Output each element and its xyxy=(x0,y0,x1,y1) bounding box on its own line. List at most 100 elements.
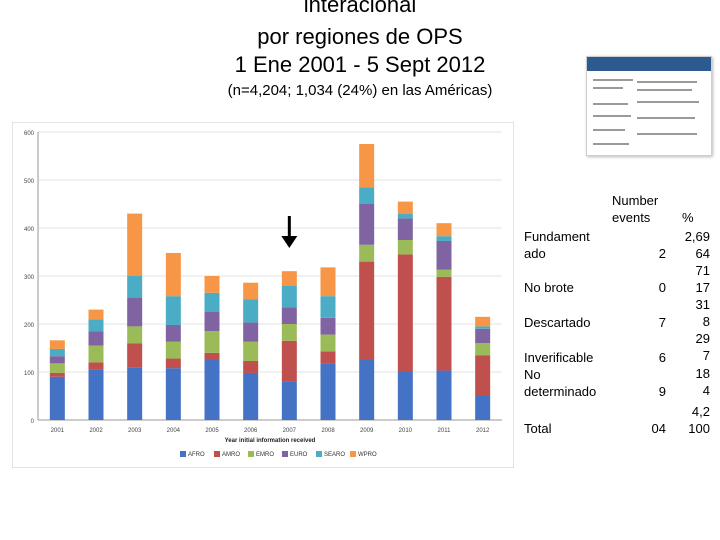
bar-segment xyxy=(397,213,413,219)
bar-segment xyxy=(281,271,297,286)
bar-segment xyxy=(243,299,259,323)
x-tick-label: 2012 xyxy=(476,428,490,434)
x-tick-label: 2011 xyxy=(438,428,452,434)
x-tick-label: 2009 xyxy=(360,428,374,434)
title-line-1: interacional xyxy=(303,0,417,17)
thumbnail-line xyxy=(637,89,692,91)
x-tick-label: 2002 xyxy=(89,428,103,434)
row-percent: 29 xyxy=(695,331,710,346)
bar-segment xyxy=(165,368,181,420)
bar-segment xyxy=(436,269,452,277)
bar-segment xyxy=(127,213,143,276)
row-count: 0 xyxy=(658,280,666,295)
bar-segment xyxy=(320,334,336,352)
bar-segment xyxy=(436,240,452,270)
legend-label: EURO xyxy=(290,452,308,458)
row-label: Fundament xyxy=(524,229,590,244)
row-percent: 4,2 xyxy=(691,404,710,419)
row-percent: 71 xyxy=(695,263,710,278)
row-label: determinado xyxy=(524,384,597,399)
legend-swatch xyxy=(248,451,254,457)
bar-segment xyxy=(397,218,413,240)
bar-segment xyxy=(436,276,452,371)
bar-segment xyxy=(204,331,220,353)
y-tick-label: 600 xyxy=(24,131,35,137)
bar-segment xyxy=(320,363,336,420)
y-tick-label: 100 xyxy=(24,371,35,377)
bar-segment xyxy=(165,324,181,342)
bar-segment xyxy=(243,360,259,373)
bar-segment xyxy=(204,360,220,420)
subtitle: (n=4,204; 1,034 (24%) en las Américas) xyxy=(227,82,493,99)
thumbnail-line xyxy=(593,87,623,89)
x-tick-label: 2003 xyxy=(128,428,142,434)
bar-segment xyxy=(204,292,220,312)
bar-segment xyxy=(359,261,375,360)
legend-swatch xyxy=(316,451,322,457)
bar-segment xyxy=(88,331,104,346)
y-tick-label: 200 xyxy=(24,323,35,329)
legend-label: WPRO xyxy=(358,452,377,458)
bar-segment xyxy=(359,187,375,204)
y-tick-label: 0 xyxy=(31,419,35,425)
bar-segment xyxy=(281,307,297,324)
stacked-bar-chart: 0 100 200 300 400 500 600 2001 2002 2003 2004 2005 2… xyxy=(12,122,514,468)
x-tick-label: 2010 xyxy=(399,428,413,434)
table-header-percent: % xyxy=(682,210,694,225)
thumbnail-line xyxy=(637,117,695,119)
table-header-number: Number xyxy=(612,193,659,208)
thumbnail-line xyxy=(593,79,633,81)
thumbnail-line xyxy=(593,103,628,105)
bar-segment xyxy=(436,236,452,241)
row-label: Descartado xyxy=(524,315,591,330)
bar-segment xyxy=(88,345,104,363)
bar-segment xyxy=(88,309,104,320)
thumbnail-line xyxy=(637,81,697,83)
legend-swatch xyxy=(214,451,220,457)
legend-swatch xyxy=(350,451,356,457)
bar-segment xyxy=(88,362,104,370)
bar-segment xyxy=(397,240,413,255)
thumbnail-line xyxy=(593,143,629,145)
y-tick-label: 400 xyxy=(24,227,35,233)
row-count: 2 xyxy=(658,246,666,261)
bar-segment xyxy=(165,296,181,325)
bar-segment xyxy=(359,244,375,262)
website-thumbnail xyxy=(586,56,712,156)
thumbnail-header-bar xyxy=(587,57,711,71)
bar-segment xyxy=(281,285,297,308)
row-label: No xyxy=(524,367,541,382)
row-label: No brote xyxy=(524,280,574,295)
bar-segment xyxy=(397,201,413,214)
bar-segment xyxy=(475,396,491,420)
bar-segment xyxy=(359,144,375,188)
thumbnail-line xyxy=(637,133,697,135)
row-percent: 17 xyxy=(695,280,710,295)
row-count: 6 xyxy=(658,350,666,365)
x-tick-label: 2005 xyxy=(205,428,219,434)
x-tick-label: 2006 xyxy=(244,428,258,434)
bar-segment xyxy=(127,297,143,327)
bar-segment xyxy=(88,319,104,332)
x-tick-label: 2004 xyxy=(167,428,181,434)
bar-segment xyxy=(475,326,491,329)
thumbnail-line xyxy=(593,115,631,117)
bar-segment xyxy=(204,276,220,293)
bar-segment xyxy=(204,352,220,360)
bar-segment xyxy=(49,348,65,357)
bar-segment xyxy=(281,381,297,420)
bar-segment xyxy=(88,369,104,420)
row-percent: 31 xyxy=(695,297,710,312)
legend-label: EMRO xyxy=(256,452,274,458)
x-tick-label: 2008 xyxy=(321,428,335,434)
bar-segment xyxy=(127,367,143,420)
row-percent: 8 xyxy=(702,314,710,329)
bar-segment xyxy=(243,322,259,342)
bar-segment xyxy=(320,296,336,318)
bar-segment xyxy=(243,372,259,420)
bar-segment xyxy=(320,351,336,364)
bar-segment xyxy=(281,324,297,341)
bar-segment xyxy=(359,204,375,245)
bar-segment xyxy=(127,276,143,298)
bar-segment xyxy=(397,254,413,372)
